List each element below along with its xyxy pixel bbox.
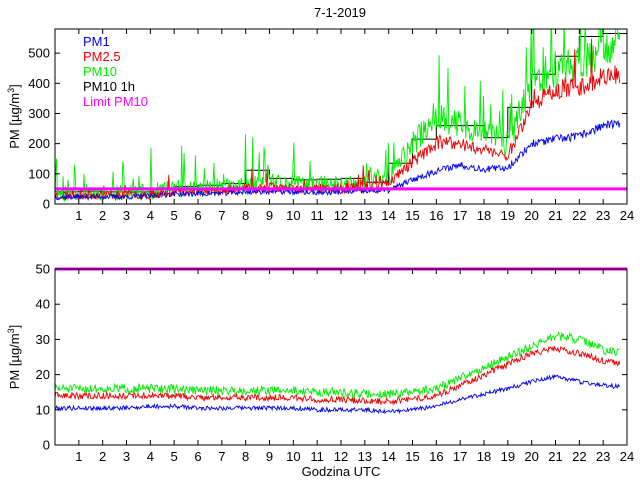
y-tick-label: 0: [43, 197, 50, 212]
x-tick-label: 3: [123, 449, 130, 464]
x-tick-label: 16: [429, 208, 443, 223]
x-tick-label: 1: [75, 208, 82, 223]
axes-frame: [54, 268, 628, 446]
x-tick-label: 23: [596, 449, 610, 464]
x-tick-label: 6: [194, 449, 201, 464]
x-tick-label: 13: [358, 449, 372, 464]
x-tick-label: 15: [405, 208, 419, 223]
x-tick-label: 21: [548, 208, 562, 223]
x-tick-label: 21: [548, 449, 562, 464]
x-tick-label: 8: [242, 208, 249, 223]
y-tick-label: 10: [36, 402, 50, 417]
legend-entry-pm10-1h: PM10 1h: [83, 79, 135, 94]
x-tick-label: 5: [171, 449, 178, 464]
series-line-pm2-5: [55, 345, 621, 406]
x-tick-label: 2: [99, 208, 106, 223]
x-tick-label: 22: [572, 208, 586, 223]
x-tick-label: 16: [429, 449, 443, 464]
y-tick-label: 40: [36, 297, 50, 312]
x-tick-label: 5: [171, 208, 178, 223]
y-tick-label: 400: [28, 76, 50, 91]
x-tick-label: 14: [381, 449, 395, 464]
x-tick-label: 19: [501, 449, 515, 464]
y-tick-label: 200: [28, 136, 50, 151]
y-axis-label: PM [µg/m3]: [6, 84, 22, 149]
x-tick-label: 8: [242, 449, 249, 464]
y-tick-label: 500: [28, 46, 50, 61]
legend-entry-limit-pm10: Limit PM10: [83, 94, 148, 109]
y-tick-label: 30: [36, 332, 50, 347]
x-tick-label: 17: [453, 449, 467, 464]
x-tick-label: 6: [194, 208, 201, 223]
y-axis-label: PM [µg/m3]: [6, 325, 22, 390]
legend-entry-pm10: PM10: [83, 64, 117, 79]
plot-area: [55, 331, 621, 415]
x-tick-label: 4: [147, 208, 154, 223]
x-tick-label: 20: [524, 449, 538, 464]
x-tick-label: 10: [286, 208, 300, 223]
x-tick-label: 23: [596, 208, 610, 223]
x-tick-label: 11: [310, 449, 324, 464]
x-tick-label: 3: [123, 208, 130, 223]
legend-entry-pm2-5: PM2.5: [83, 49, 121, 64]
x-tick-label: 1: [75, 449, 82, 464]
y-tick-label: 50: [36, 262, 50, 277]
x-tick-label: 18: [477, 449, 491, 464]
x-tick-label: 11: [310, 208, 324, 223]
x-tick-label: 12: [334, 208, 348, 223]
x-tick-label: 24: [620, 449, 634, 464]
series-line-pm1: [55, 374, 621, 415]
x-tick-label: 17: [453, 208, 467, 223]
x-tick-label: 4: [147, 449, 154, 464]
x-tick-label: 7: [218, 208, 225, 223]
series-line-pm10-1h: [55, 33, 627, 193]
x-tick-label: 9: [266, 208, 273, 223]
y-tick-label: 20: [36, 367, 50, 382]
y-tick-label: 100: [28, 166, 50, 181]
x-tick-label: 10: [286, 449, 300, 464]
series-line-pm10: [55, 331, 620, 400]
x-tick-label: 18: [477, 208, 491, 223]
axes-frame: [54, 28, 628, 205]
y-tick-label: 0: [43, 438, 50, 453]
chart-top: 1 2 3 4 5 6 7 8 9 10 11 12 13 14 15 16 17 18 19 20 21 22 23 240…: [6, 28, 634, 223]
x-tick-label: 14: [381, 208, 395, 223]
x-tick-label: 15: [405, 449, 419, 464]
x-tick-label: 20: [524, 208, 538, 223]
x-tick-label: 22: [572, 449, 586, 464]
x-axis-label: Godzina UTC: [302, 464, 381, 479]
y-tick-label: 300: [28, 106, 50, 121]
chart-title: 7-1-2019: [314, 5, 366, 20]
series-line-pm2-5: [55, 38, 621, 201]
legend-entry-pm1: PM1: [83, 34, 110, 49]
x-tick-label: 19: [501, 208, 515, 223]
x-tick-label: 7: [218, 449, 225, 464]
x-tick-label: 13: [358, 208, 372, 223]
x-tick-label: 9: [266, 449, 273, 464]
x-tick-label: 24: [620, 208, 634, 223]
chart-bottom: 1 2 3 4 5 6 7 8 9 10 11 12 13 14 15 16 17 18 19 20 21 22 23 240…: [6, 262, 634, 480]
x-tick-label: 2: [99, 449, 106, 464]
x-tick-label: 12: [334, 449, 348, 464]
